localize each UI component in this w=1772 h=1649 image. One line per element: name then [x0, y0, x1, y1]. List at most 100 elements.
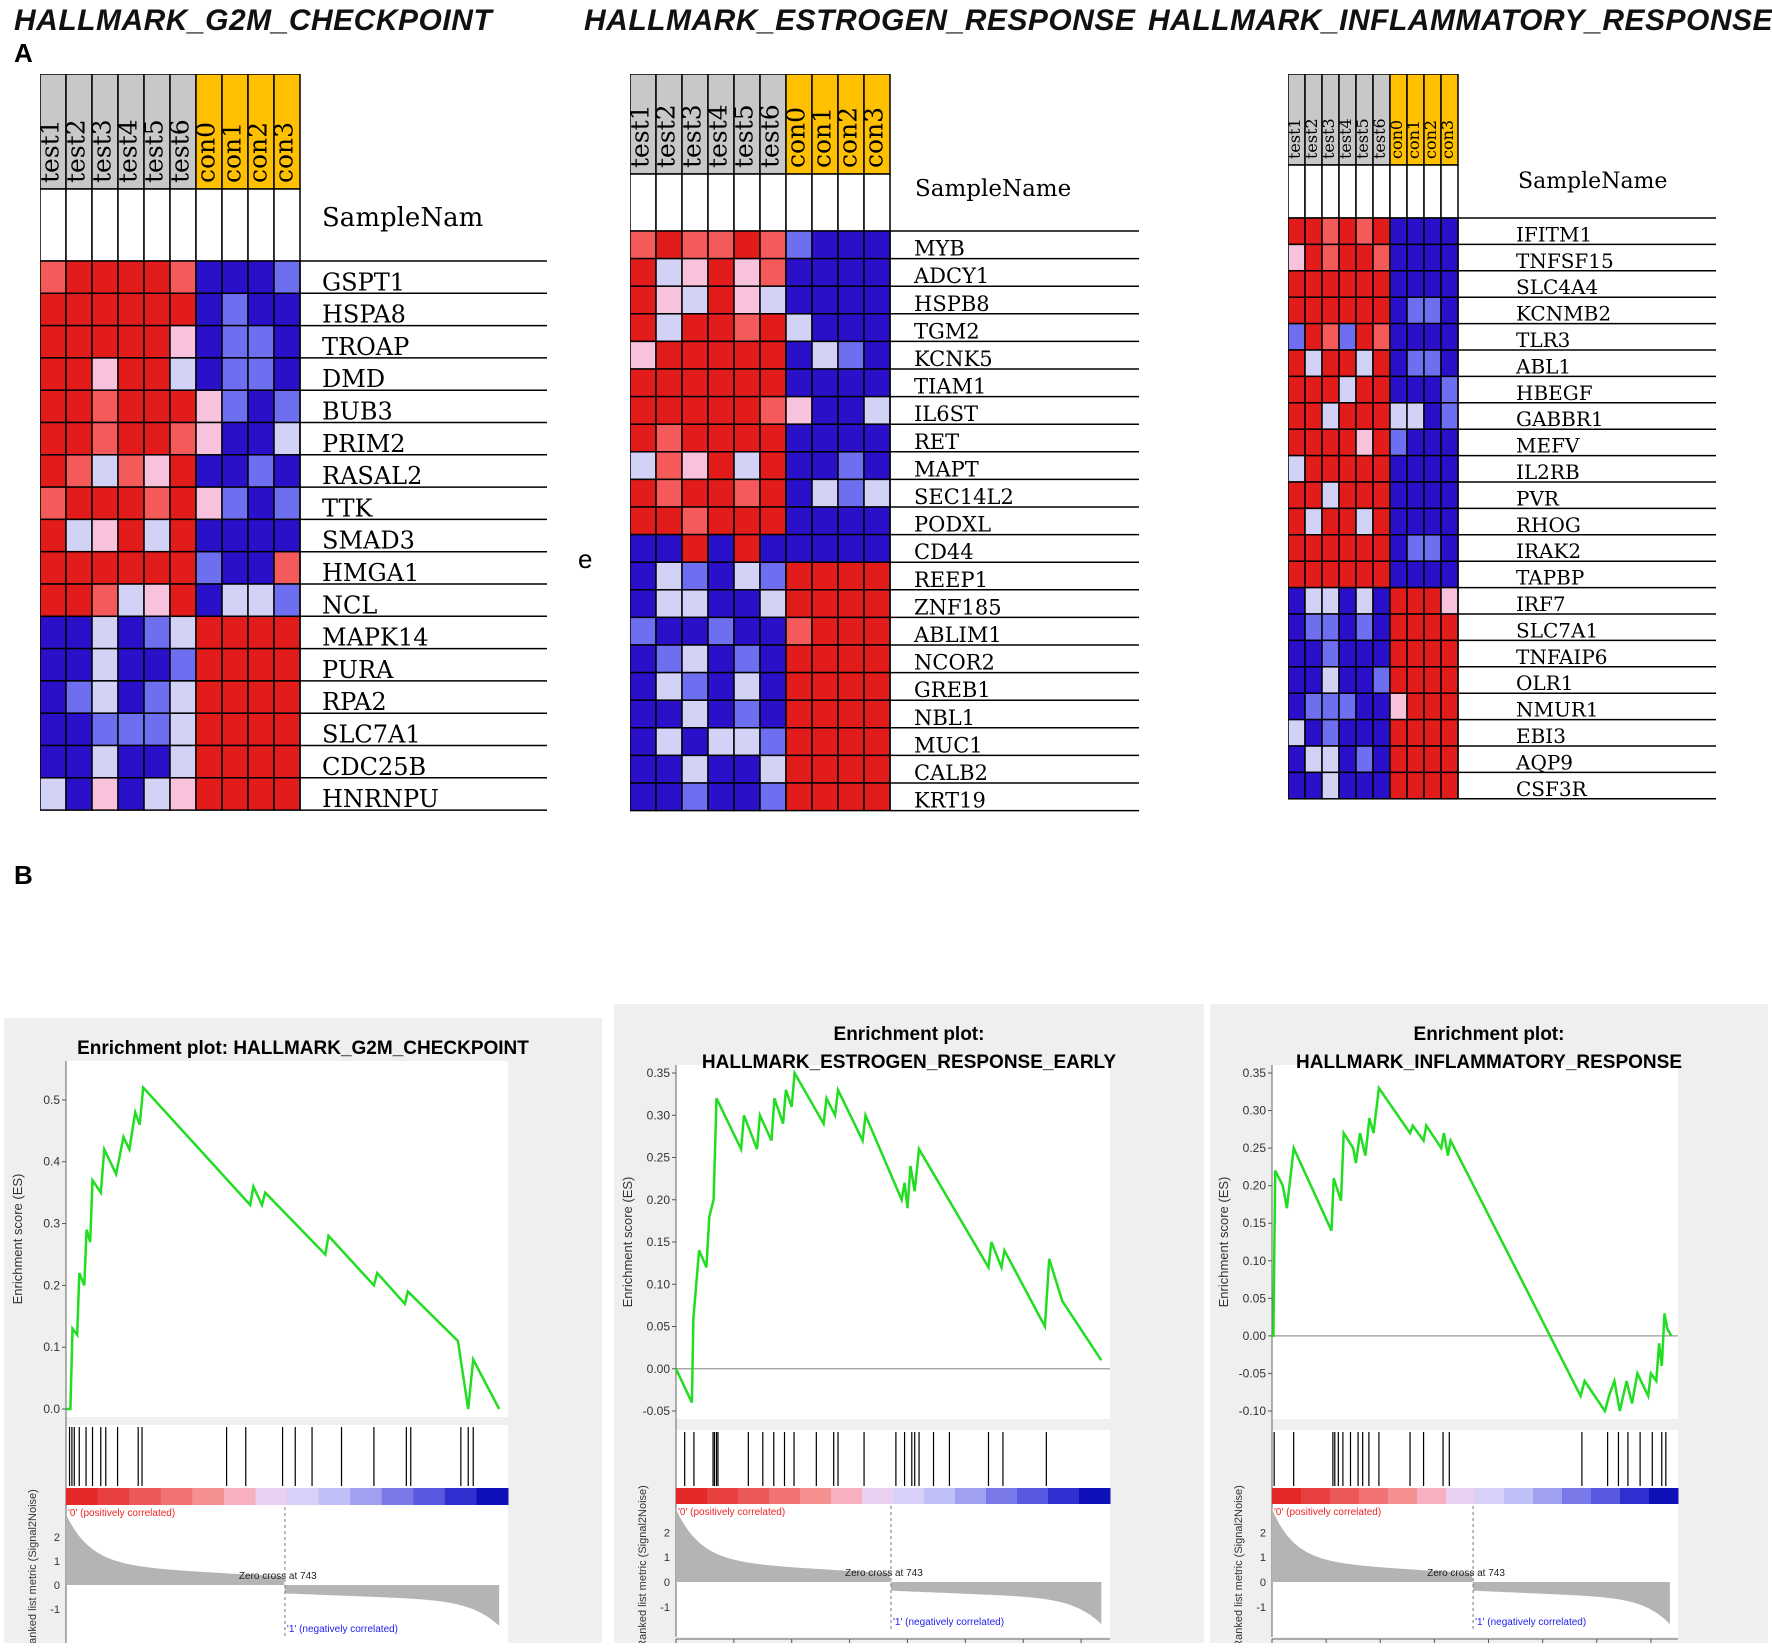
row-label-CSF3R: CSF3R [1516, 777, 1588, 801]
heatmap-cell [655, 368, 683, 398]
heatmap-cell [169, 744, 197, 779]
column-header-spacer-con1 [1406, 164, 1425, 219]
heatmap-cell [811, 423, 839, 453]
heatmap-cell [1423, 375, 1442, 404]
heatmap-cell [1389, 217, 1408, 246]
enrichment-title-line: HALLMARK_INFLAMMATORY_RESPONSE [1296, 1052, 1682, 1073]
heatmap-cell [1389, 270, 1408, 298]
heatmap-cell [655, 616, 683, 646]
heatmap-cell [1304, 428, 1323, 457]
es-ytick-label: -0.10 [1239, 1404, 1267, 1418]
row-header-label: SampleNam [322, 203, 483, 233]
heatmap-cell [1355, 718, 1374, 747]
heatmap-cell [1288, 349, 1306, 378]
heatmap-cell [1304, 771, 1323, 800]
heatmap-cell [1440, 639, 1459, 668]
heatmap-cell [837, 561, 865, 591]
row-label-SLC7A1: SLC7A1 [1516, 618, 1598, 642]
heatmap-cell [1406, 217, 1425, 246]
row-label-KRT19: KRT19 [914, 789, 986, 813]
heatmap-cell [1389, 586, 1408, 615]
metric-ytick-label: 2 [54, 1532, 60, 1544]
heatmap-cell [1389, 454, 1408, 483]
heatmap-cell [1406, 534, 1425, 562]
heatmap-cell [169, 260, 197, 295]
heatmap-cell [1423, 243, 1442, 272]
column-header-spacer-test1 [1288, 164, 1306, 219]
heatmap-cell [1406, 481, 1425, 510]
enrichment-title-line: Enrichment plot: [834, 1024, 985, 1045]
heatmap-cell [247, 260, 275, 295]
heatmap-cell [811, 727, 839, 757]
column-header-con2 [247, 74, 275, 190]
color-bar-segment [1475, 1488, 1505, 1504]
heatmap-cell [1423, 534, 1442, 562]
heatmap-cell [1304, 243, 1323, 272]
heatmap-cell [1338, 270, 1357, 298]
es-ytick-label: 0.00 [1243, 1329, 1267, 1343]
heatmap-cell [630, 368, 657, 398]
heatmap-cell [1338, 243, 1357, 272]
es-ytick-label: 0.10 [647, 1277, 671, 1291]
heatmap-cell [1389, 745, 1408, 774]
color-bar-segment [1591, 1488, 1621, 1504]
heatmap-cell [1288, 454, 1306, 483]
heatmap-cell [273, 324, 301, 359]
heatmap-cell [707, 451, 735, 481]
heatmap-cell [811, 671, 839, 701]
column-label-test5: test5 [140, 119, 169, 183]
column-label-test5: test5 [730, 104, 759, 168]
heatmap-cell [91, 389, 119, 424]
heatmap-cell [785, 671, 813, 701]
color-bar-segment [707, 1488, 739, 1504]
heatmap-cell [65, 680, 93, 714]
row-label-REEP1: REEP1 [914, 568, 988, 592]
heatmap-cell [759, 395, 787, 425]
heatmap-cell [117, 454, 145, 488]
color-bar-segment [1504, 1488, 1534, 1504]
heatmap-cell [785, 478, 813, 508]
color-bar-segment [1417, 1488, 1447, 1504]
heatmap-cell [1321, 270, 1340, 298]
heatmap-cell [785, 451, 813, 481]
heatmap-cell [91, 583, 119, 618]
column-header-spacer-con0 [785, 173, 813, 232]
heatmap-cell [655, 451, 683, 481]
row-label-HSPA8: HSPA8 [322, 301, 406, 329]
heatmap-cell [221, 486, 249, 521]
heatmap-cell [195, 292, 223, 327]
heatmap-cell [733, 340, 761, 370]
heatmap-cell [1321, 375, 1340, 404]
heatmap-cell [1338, 639, 1357, 668]
heatmap-cell [681, 285, 709, 315]
es-ytick-label: -0.05 [643, 1404, 671, 1418]
heatmap-cell [733, 754, 761, 784]
row-label-RPA2: RPA2 [322, 688, 387, 716]
heatmap-cell [811, 506, 839, 536]
heatmap-cell [1389, 639, 1408, 668]
heatmap-cell [1338, 613, 1357, 642]
row-label-PRIM2: PRIM2 [322, 430, 406, 458]
heatmap-cell [1288, 322, 1306, 351]
column-label-test2: test2 [1302, 118, 1321, 159]
row-label-OLR1: OLR1 [1516, 671, 1573, 695]
hits-area [1272, 1430, 1678, 1488]
heatmap-cell [1440, 296, 1459, 325]
heatmap-cell [1321, 745, 1340, 774]
row-label-TNFSF15: TNFSF15 [1516, 249, 1614, 273]
heatmap-cell [221, 583, 249, 618]
color-bar-segment [1048, 1488, 1080, 1504]
heatmap-cell [1288, 375, 1306, 404]
heatmap-cell [811, 589, 839, 619]
column-header-spacer-test4 [1338, 164, 1357, 219]
heatmap-cell [1389, 375, 1408, 404]
column-label-con3: con3 [270, 122, 299, 183]
heatmap-cell [117, 421, 145, 456]
heatmap-cell [1355, 402, 1374, 430]
metric-ytick-label: -1 [660, 1602, 670, 1614]
color-bar-segment [66, 1488, 99, 1505]
heatmap-cell [1304, 692, 1323, 721]
heatmap-cell [1338, 692, 1357, 721]
heatmap-cell [1406, 613, 1425, 642]
heatmap-cell [811, 451, 839, 481]
